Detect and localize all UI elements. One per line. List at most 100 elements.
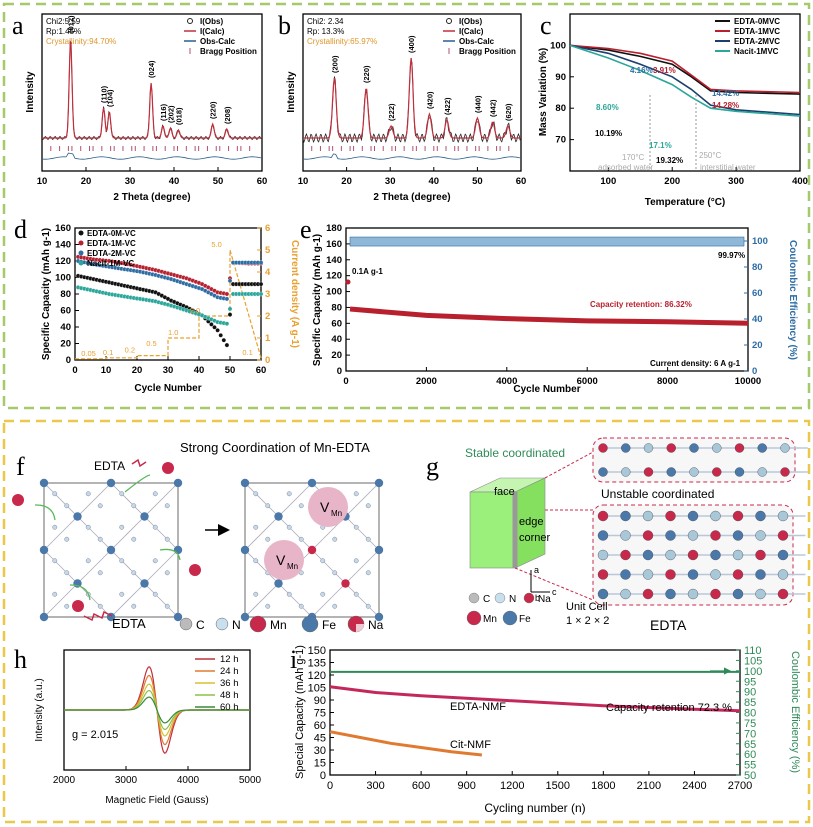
g-atom bbox=[621, 467, 631, 477]
b-peak-label: (422) bbox=[443, 97, 452, 115]
f-n-atom bbox=[298, 603, 304, 609]
panel-i-ticks: 0 300 600 900 1200 1500 1800 2100 2400 2700 015304… bbox=[308, 645, 763, 792]
a-xtick-label: 50 bbox=[213, 176, 224, 187]
i-ytick-label: 60 bbox=[314, 720, 326, 732]
panel-f-vacancy-1 bbox=[308, 487, 348, 527]
panel-f-letter: f bbox=[16, 452, 25, 481]
panel-a-calc-line bbox=[42, 42, 262, 139]
c-series-line bbox=[569, 44, 801, 116]
f-n-atom bbox=[97, 570, 103, 576]
panel-g-lead-bottom bbox=[514, 567, 594, 601]
f-bond bbox=[144, 482, 179, 517]
a-peak-label: (208) bbox=[223, 106, 232, 124]
panel-a: a Intensity 2 Theta (degree) 10 20 30 40 50 6… bbox=[12, 11, 267, 203]
g-atom bbox=[665, 569, 676, 580]
panel-g: g Stable coordinated Unstable coordinate… bbox=[426, 437, 808, 633]
g-atom bbox=[712, 467, 722, 477]
g-atom bbox=[642, 530, 654, 541]
g-atom bbox=[755, 569, 766, 580]
panel-h-gvalue: g = 2.015 bbox=[72, 729, 118, 741]
f-n-atom bbox=[164, 503, 170, 509]
f-n-atom bbox=[85, 491, 91, 497]
f-n-atom bbox=[265, 536, 271, 542]
d-ytick-label: 60 bbox=[60, 306, 71, 317]
f-bond bbox=[345, 583, 380, 618]
panel-a-rp: Rp:1.45% bbox=[46, 27, 81, 36]
a-xtick-label: 60 bbox=[257, 176, 268, 187]
c-legend-text: EDTA-2MVC bbox=[734, 37, 780, 46]
a-xtick-label: 30 bbox=[125, 176, 136, 187]
g-atom bbox=[665, 530, 676, 541]
e-xtick-label: 6000 bbox=[577, 376, 598, 387]
d-rate-label: 0.05 bbox=[81, 349, 96, 358]
panel-d-ticks: 0 10 20 30 40 50 60020406080100120140160012345… bbox=[55, 223, 271, 376]
b-xtick-label: 60 bbox=[516, 176, 527, 187]
panel-b-peak-labels: (200) (220) (222) (400) (420) (422) (440) (442)… bbox=[330, 35, 513, 121]
f-n-atom bbox=[353, 491, 359, 497]
f-n-atom bbox=[97, 603, 103, 609]
g-atom bbox=[687, 569, 699, 580]
e-ytick-label: 180 bbox=[326, 223, 342, 234]
h-legend-text: 36 h bbox=[220, 678, 239, 689]
e-y2tick-label: 60 bbox=[752, 288, 763, 299]
g-atom bbox=[665, 510, 676, 522]
f-n-atom bbox=[152, 524, 158, 530]
panel-h-letter: h bbox=[14, 645, 27, 674]
f-n-atom bbox=[332, 603, 338, 609]
g-atom bbox=[732, 588, 744, 600]
f-n-atom bbox=[253, 491, 259, 497]
panel-g-stable-box bbox=[592, 437, 796, 483]
b-peak-label: (200) bbox=[330, 55, 339, 73]
panel-a-xlabel: 2 Theta (degree) bbox=[113, 192, 190, 203]
panel-a-bragg-ticks bbox=[50, 146, 251, 151]
f-n-atom bbox=[64, 570, 70, 576]
i-ytick-label: 30 bbox=[314, 745, 326, 757]
d-ytick-label: 20 bbox=[60, 339, 71, 350]
c-legend-text: EDTA-0MVC bbox=[734, 17, 780, 26]
e-xtick-label: 2000 bbox=[416, 376, 437, 387]
g-atom bbox=[777, 588, 789, 600]
d-rate-label: 0.1 bbox=[242, 348, 252, 357]
b-peak-label: (420) bbox=[425, 91, 434, 109]
e-xtick-label: 4000 bbox=[496, 376, 517, 387]
c-xtick-label: 300 bbox=[728, 176, 744, 187]
d-legend-marker bbox=[78, 230, 84, 236]
d-rate-label: 5.0 bbox=[211, 240, 221, 249]
panel-f-lattice-left bbox=[12, 462, 201, 622]
panel-c-xlabel: Temperature (°C) bbox=[645, 197, 726, 208]
d-rate-label: 0.5 bbox=[146, 339, 156, 348]
d-point bbox=[209, 322, 214, 327]
f-n-atom bbox=[286, 524, 292, 530]
g-atom bbox=[666, 467, 676, 477]
panel-b-xlabel: 2 Theta (degree) bbox=[373, 192, 450, 203]
panel-g-corner: corner bbox=[519, 532, 551, 544]
panel-e-y2label: Coulombic Efficiency (%) bbox=[787, 240, 798, 360]
f-bond bbox=[278, 482, 313, 517]
f-n-atom bbox=[353, 591, 359, 597]
panel-c-interstitial-water: interstitial water bbox=[700, 163, 756, 172]
f-n-atom bbox=[320, 558, 326, 564]
e-ytick-label: 60 bbox=[331, 318, 342, 329]
b-xtick-label: 50 bbox=[472, 176, 483, 187]
panel-a-diff-line bbox=[41, 152, 263, 160]
f-bond bbox=[77, 482, 112, 517]
f-n-atom bbox=[152, 591, 158, 597]
h-xtick-label: 2000 bbox=[53, 775, 76, 786]
i-y2tick-label: 110 bbox=[744, 645, 762, 657]
f-metal-atom bbox=[106, 478, 116, 488]
f-bond bbox=[43, 549, 78, 584]
g-atom bbox=[620, 588, 631, 600]
f-n-atom bbox=[298, 536, 304, 542]
g-legend-text: C bbox=[483, 594, 490, 605]
panel-a-crystallinity: Crystallinity:94.70% bbox=[46, 37, 116, 46]
f-metal-atom bbox=[39, 478, 49, 488]
f-legend-marker bbox=[215, 617, 229, 631]
panel-g-legend: C N Na Mn Fe bbox=[466, 592, 551, 626]
panel-c-ann-a3: 8.60% bbox=[596, 103, 619, 112]
c-xtick-label: 400 bbox=[792, 176, 808, 187]
g-atom bbox=[732, 549, 744, 561]
d-point bbox=[224, 291, 230, 297]
f-bond bbox=[110, 516, 145, 551]
f-bond bbox=[110, 549, 145, 584]
